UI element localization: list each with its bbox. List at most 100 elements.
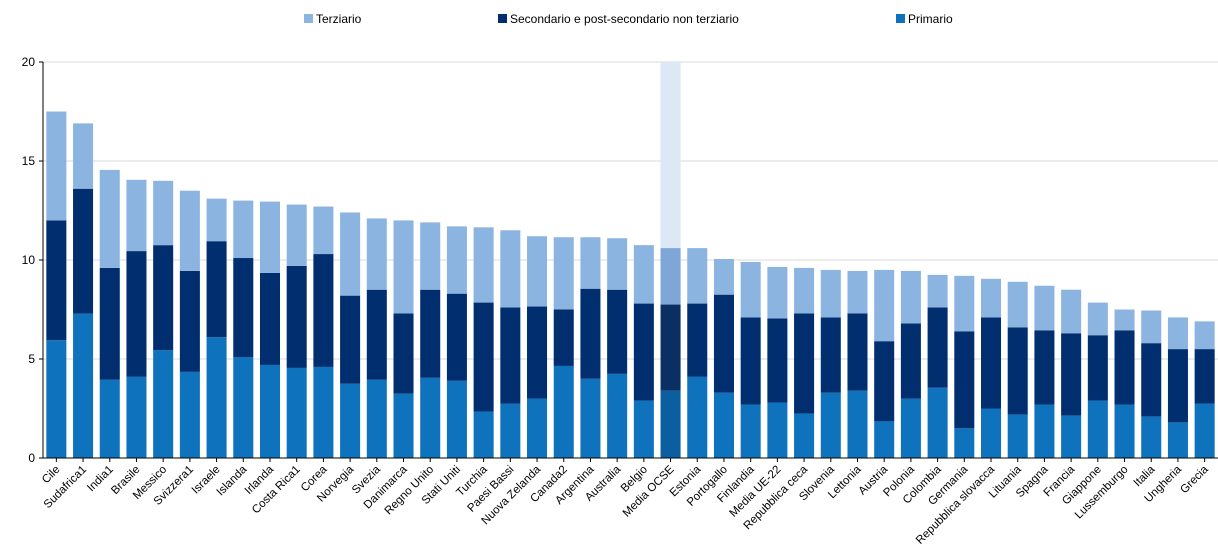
bar-secondario	[927, 307, 948, 388]
bar-secondario	[46, 220, 67, 341]
bar-primario	[1141, 416, 1162, 458]
bar-terziario	[874, 269, 895, 342]
bar-secondario	[900, 323, 921, 399]
bar-secondario	[1087, 335, 1108, 401]
bar-terziario	[46, 111, 67, 221]
bar-secondario	[420, 289, 441, 378]
bar-primario	[313, 366, 334, 458]
bar-primario	[1007, 414, 1028, 458]
bar-primario	[1034, 404, 1055, 458]
x-tick-label: Cile	[40, 464, 62, 486]
bar-primario	[233, 357, 254, 458]
bar-secondario	[1141, 343, 1162, 417]
bar-primario	[473, 411, 494, 458]
bar-secondario	[206, 241, 227, 338]
bar-secondario	[126, 251, 147, 377]
bar-terziario	[1194, 321, 1215, 350]
bar-primario	[46, 340, 67, 458]
bar-primario	[340, 383, 361, 458]
bar-terziario	[1167, 317, 1188, 350]
bar-secondario	[259, 272, 281, 365]
legend-swatch-terziario	[304, 14, 313, 23]
bar-terziario	[580, 237, 601, 289]
bar-secondario	[99, 267, 120, 380]
bar-terziario	[420, 222, 441, 290]
bar-terziario	[1061, 289, 1082, 334]
bar-secondario	[313, 254, 334, 367]
bar-secondario	[1167, 349, 1188, 423]
bar-terziario	[206, 198, 227, 242]
bar-terziario	[527, 236, 548, 307]
bar-primario	[393, 393, 414, 458]
bar-terziario	[633, 245, 654, 304]
bar-terziario	[233, 200, 254, 259]
bar-primario	[1167, 422, 1188, 458]
bar-primario	[259, 364, 281, 458]
legend-label-terziario: Terziario	[316, 12, 362, 26]
bar-secondario	[179, 270, 200, 372]
bar-terziario	[927, 274, 948, 308]
legend-label-secondario: Secondario e post-secondario non terziar…	[510, 12, 739, 26]
bar-secondario	[393, 313, 414, 394]
bar-primario	[153, 350, 174, 458]
bars	[46, 111, 1215, 458]
bar-secondario	[633, 303, 654, 401]
bar-terziario	[900, 270, 921, 324]
legend: Terziario Secondario e post-secondario n…	[304, 12, 953, 26]
bar-primario	[927, 387, 948, 458]
bar-primario	[1114, 404, 1135, 458]
bar-primario	[847, 390, 868, 458]
bar-secondario	[366, 289, 387, 380]
bar-secondario	[954, 331, 975, 429]
bar-terziario	[1141, 310, 1162, 344]
bar-primario	[607, 373, 628, 458]
bar-secondario	[1194, 349, 1215, 404]
bar-primario	[206, 337, 227, 458]
bar-secondario	[660, 304, 681, 391]
bar-terziario	[286, 204, 307, 266]
axes	[39, 61, 1218, 462]
bar-terziario	[500, 230, 521, 308]
y-tick-labels: 0 5 10 15 20	[22, 55, 36, 465]
bar-primario	[633, 400, 654, 458]
y-tick-label: 5	[28, 352, 35, 366]
bar-primario	[366, 379, 387, 458]
bar-terziario	[259, 201, 281, 273]
bar-secondario	[446, 293, 467, 381]
bar-terziario	[366, 218, 387, 290]
bar-terziario	[313, 206, 334, 255]
bar-secondario	[1034, 330, 1055, 405]
y-tick-label: 15	[22, 154, 36, 168]
bar-secondario	[1007, 327, 1028, 415]
bar-secondario	[980, 317, 1002, 409]
bar-terziario	[1034, 285, 1055, 331]
bar-primario	[820, 392, 841, 458]
bar-primario	[527, 398, 548, 458]
bar-terziario	[713, 259, 734, 295]
bar-primario	[73, 313, 94, 458]
bar-terziario	[126, 179, 147, 252]
bar-primario	[980, 408, 1002, 458]
legend-swatch-primario	[896, 14, 905, 23]
bar-terziario	[820, 269, 841, 318]
bar-terziario	[954, 275, 975, 332]
y-tick-label: 0	[28, 451, 35, 465]
bar-primario	[1061, 415, 1082, 458]
bar-terziario	[473, 227, 494, 303]
bar-primario	[794, 413, 815, 458]
legend-label-primario: Primario	[908, 12, 953, 26]
bar-primario	[553, 365, 574, 458]
bar-primario	[687, 376, 708, 458]
bar-primario	[1194, 403, 1215, 458]
bar-secondario	[286, 265, 307, 368]
bar-terziario	[1114, 309, 1135, 331]
bar-secondario	[473, 302, 494, 412]
bar-terziario	[1007, 281, 1028, 328]
bar-primario	[713, 392, 734, 458]
bar-secondario	[153, 245, 174, 351]
bar-primario	[767, 402, 788, 458]
bar-primario	[954, 428, 975, 458]
y-tick-label: 20	[22, 55, 36, 69]
bar-primario	[900, 398, 921, 458]
